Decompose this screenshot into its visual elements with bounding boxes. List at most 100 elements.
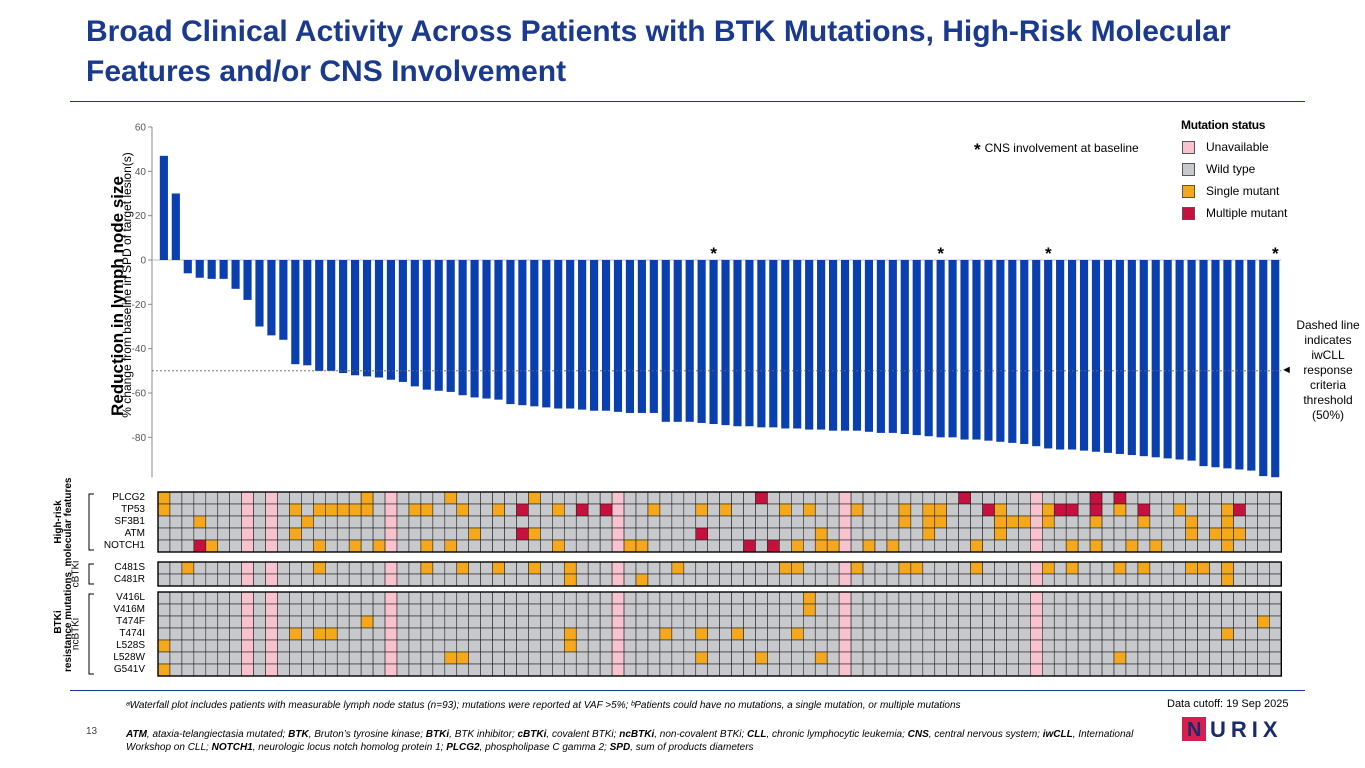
heatmap-cell xyxy=(767,561,780,575)
heatmap-cell xyxy=(683,591,697,605)
heatmap-cell xyxy=(1149,539,1163,553)
heatmap-cell xyxy=(181,573,195,587)
heatmap-cell xyxy=(324,527,338,541)
heatmap-cell xyxy=(1245,639,1258,653)
heatmap-cell xyxy=(169,527,183,541)
heatmap-cell xyxy=(587,539,601,553)
heatmap-cell xyxy=(181,491,195,505)
heatmap-cell xyxy=(229,515,242,529)
heatmap-cell xyxy=(1089,615,1103,629)
heatmap-cell xyxy=(420,639,434,653)
bar xyxy=(470,260,479,398)
heatmap-cell xyxy=(396,573,410,587)
data-cutoff: Data cutoff: 19 Sep 2025 xyxy=(1167,698,1289,710)
heatmap-cell xyxy=(1149,627,1163,641)
heatmap-cell xyxy=(910,491,924,505)
heatmap-cell xyxy=(169,615,183,629)
bar xyxy=(566,260,575,409)
heatmap-cell xyxy=(396,663,410,677)
bar xyxy=(255,260,264,327)
bar xyxy=(852,260,862,431)
heatmap-cell xyxy=(599,503,613,517)
heatmap-cell xyxy=(647,561,661,575)
heatmap-cell xyxy=(1006,561,1019,575)
heatmap-cell xyxy=(348,515,362,529)
heatmap-cell xyxy=(826,639,840,653)
bar xyxy=(1139,260,1148,457)
heatmap-cell xyxy=(277,651,290,665)
heatmap-cell xyxy=(265,503,278,517)
heatmap-cell xyxy=(348,603,362,617)
heatmap-cell xyxy=(791,615,804,629)
heatmap-cell xyxy=(1173,639,1186,653)
row-label-c481r: C481R xyxy=(113,574,145,585)
heatmap-cell xyxy=(898,627,912,641)
heatmap-cell xyxy=(169,651,183,665)
heatmap-cell xyxy=(611,527,625,541)
heatmap-cell xyxy=(683,561,697,575)
heatmap-cell xyxy=(1209,573,1222,587)
heatmap-cell xyxy=(802,639,816,653)
heatmap-cell xyxy=(838,663,852,677)
heatmap-cell xyxy=(671,491,685,505)
heatmap-cell xyxy=(480,561,493,575)
heatmap-cell xyxy=(277,591,290,605)
heatmap-cell xyxy=(982,651,995,665)
heatmap-cell xyxy=(695,627,708,641)
heatmap-cell xyxy=(1161,639,1175,653)
heatmap-cell xyxy=(205,627,219,641)
heatmap-cell xyxy=(444,627,458,641)
heatmap-cell xyxy=(635,573,649,587)
heatmap-cell xyxy=(1065,627,1079,641)
heatmap-cell xyxy=(157,639,171,653)
heatmap-cell xyxy=(707,591,720,605)
heatmap-cell xyxy=(301,615,314,629)
heatmap-cell xyxy=(420,527,434,541)
heatmap-cell xyxy=(922,491,936,505)
heatmap-cell xyxy=(492,627,505,641)
heatmap-cell xyxy=(1030,573,1043,587)
heatmap-cell xyxy=(253,539,266,553)
heatmap-cell xyxy=(1221,651,1234,665)
heatmap-cell xyxy=(384,515,398,529)
heatmap-cell xyxy=(1233,663,1246,677)
heatmap-cell xyxy=(540,573,553,587)
heatmap-cell xyxy=(719,539,732,553)
heatmap-cell xyxy=(946,573,959,587)
bar xyxy=(1235,260,1244,470)
heatmap-cell xyxy=(982,527,995,541)
heatmap-cell xyxy=(348,491,362,505)
heatmap-cell xyxy=(1065,663,1079,677)
heatmap-cell xyxy=(253,491,266,505)
heatmap-cell xyxy=(540,603,553,617)
heatmap-cell xyxy=(408,491,422,505)
heatmap-cell xyxy=(456,561,469,575)
row-label-sf3b1: SF3B1 xyxy=(114,516,145,527)
heatmap-cell xyxy=(1221,573,1234,587)
heatmap-cell xyxy=(1018,651,1031,665)
heatmap-cell xyxy=(838,503,852,517)
heatmap-cell xyxy=(1053,591,1067,605)
heatmap-cell xyxy=(898,591,912,605)
heatmap-cell xyxy=(814,491,828,505)
y-tick-label: -20 xyxy=(132,300,147,311)
bar xyxy=(948,260,957,438)
heatmap-cell xyxy=(1197,527,1210,541)
bar xyxy=(661,260,670,422)
bar xyxy=(327,260,336,371)
heatmap-cell xyxy=(1042,573,1055,587)
cns-note: * CNS involvement at baseline xyxy=(974,140,1139,160)
heatmap-cell xyxy=(1042,663,1055,677)
heatmap-cell xyxy=(456,573,469,587)
heatmap-cell xyxy=(659,491,673,505)
heatmap-cell xyxy=(528,561,541,575)
heatmap-cell xyxy=(695,573,708,587)
heatmap-cell xyxy=(324,615,338,629)
cns-star: * xyxy=(1045,244,1052,263)
heatmap-cell xyxy=(886,603,900,617)
heatmap-cell xyxy=(719,651,732,665)
heatmap-cell xyxy=(1125,561,1139,575)
heatmap-cell xyxy=(408,627,422,641)
heatmap-cell xyxy=(958,615,971,629)
heatmap-block-border xyxy=(157,561,1283,587)
